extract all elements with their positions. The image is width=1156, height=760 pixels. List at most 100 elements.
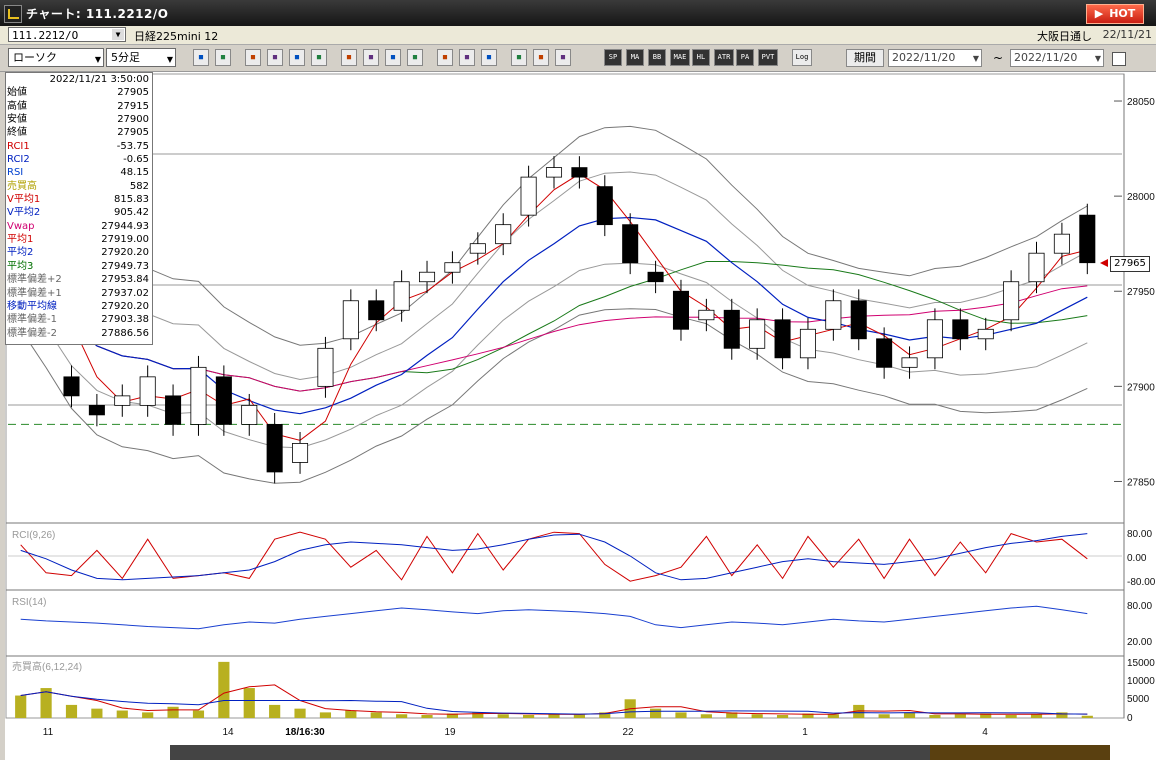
palette-icon[interactable]: ■ [555,49,571,66]
data-row-label: 平均3 [7,260,34,272]
symbol-input[interactable]: 111.2212/O ▼ [8,27,126,42]
volume-bar [294,708,306,718]
volume-bar [980,713,992,718]
data-row: 標準偏差-2 27886.56 [6,327,152,340]
cursor-icon[interactable]: ■ [385,49,401,66]
symbol-bar: 111.2212/O ▼ 日経225mini 12 大阪日通し 22/11/21 [0,26,1156,45]
candle-body [749,319,766,349]
date-from-field[interactable]: 2022/11/20 ▼ [888,49,982,67]
copy-icon[interactable]: ■ [459,49,475,66]
calendar-icon[interactable]: ▼ [972,54,979,63]
candle-body [368,300,385,321]
window-title: チャート: 111.2212/O [26,7,169,21]
rsi-axis-label: 80.00 [1127,601,1152,612]
crosshair-icon[interactable]: ■ [245,49,261,66]
navigator-track [170,745,940,760]
period-button[interactable]: 期間 [846,49,884,67]
volume-axis-label: 15000 [1127,658,1155,669]
tools-icon[interactable]: ■ [511,49,527,66]
interval-select[interactable]: 5分足 ▼ [106,48,176,67]
indicator-button-ma[interactable]: MA [626,49,644,66]
x-axis-label: 22 [622,727,634,738]
period-checkbox[interactable] [1112,52,1126,66]
data-row-value: 27937.02 [101,287,149,299]
data-row-value: 27915 [117,100,149,112]
volume-bar [91,708,103,718]
flag-icon[interactable]: ■ [437,49,453,66]
chevron-down-icon[interactable]: ▼ [112,29,124,40]
candle-body [672,290,689,330]
data-row-value: -53.75 [116,140,149,152]
data-row-label: 終値 [7,127,27,139]
indicator-button-log[interactable]: Log [792,49,812,66]
volume-bar [929,715,941,718]
candle-body [165,395,182,425]
volume-bar [776,715,789,718]
candle-body [266,423,283,473]
candle-body [444,262,461,273]
candle-body [63,376,80,397]
data-row-label: 標準偏差+2 [7,274,62,286]
candle-body [977,328,994,340]
brush-icon[interactable]: ■ [533,49,549,66]
indicator-button-hl[interactable]: HL [692,49,710,66]
candle-body [469,243,486,254]
price-axis-label: 27950 [1127,287,1155,298]
data-row-label: 標準偏差+1 [7,287,62,299]
data-row: 平均2 27920.20 [6,246,152,259]
rci-line-rci1 [20,531,1088,582]
volume-bar [65,704,78,718]
candle-body [419,271,436,283]
data-row: RSI 48.15 [6,166,152,179]
indicator-button-sp[interactable]: SP [604,49,622,66]
current-price-marker [1100,259,1108,267]
chevron-down-icon: ▼ [166,55,173,64]
bar-chart-icon[interactable]: ■ [311,49,327,66]
data-row-value: 27944.93 [101,220,149,232]
market-name: 大阪日通し [1037,30,1092,43]
undo-icon[interactable]: ■ [407,49,423,66]
data-row-value: 27886.56 [101,327,149,339]
candle-body [901,357,918,368]
data-row: 移動平均線 27920.20 [6,300,152,313]
color-icon[interactable]: ■ [363,49,379,66]
indicator-button-mae[interactable]: MAE [670,49,690,66]
candle-body [545,167,563,178]
volume-ma1 [20,684,1088,715]
indicator-button-pa[interactable]: PA [736,49,754,66]
hot-button[interactable]: ▶ HOT [1086,4,1144,24]
data-row-label: 標準偏差-2 [7,327,57,339]
date-to-field[interactable]: 2022/11/20 ▼ [1010,49,1104,67]
candle-body [1079,214,1096,264]
x-axis-label: 11 [43,727,54,738]
data-row-label: RCI1 [7,140,30,152]
zoom-fit-icon[interactable]: ■ [215,49,231,66]
settings-icon[interactable]: ■ [341,49,357,66]
rci-panel-label: RCI(9,26) [12,530,55,541]
zoom-icon[interactable]: ■ [193,49,209,66]
candle-body [825,300,842,330]
candle-body [139,376,156,406]
volume-bar [878,714,890,718]
volume-bar [954,714,966,718]
refresh-icon[interactable]: ■ [481,49,497,66]
calendar-icon[interactable]: ▼ [1094,54,1101,63]
data-row-label: V平均2 [7,207,41,219]
volume-bar [116,710,128,718]
indicator-button-atr[interactable]: ATR [714,49,734,66]
volume-bar [167,706,179,718]
chart-icon[interactable]: ■ [289,49,305,66]
candle-body [1053,233,1070,254]
compare-icon[interactable]: ■ [267,49,283,66]
current-price-label: 27965 [1110,256,1150,272]
volume-panel-label: 売買高(6,12,24) [12,660,82,673]
data-row-label: 始値 [7,87,27,99]
candle-body [926,319,943,359]
indicator-button-bb[interactable]: BB [648,49,666,66]
candle-body [723,309,740,349]
chart-app-icon [4,5,22,23]
chart-type-select[interactable]: ローソク ▼ [8,48,104,67]
indicator-button-pvt[interactable]: PVT [758,49,778,66]
data-row: RCI1 -53.75 [6,140,152,153]
